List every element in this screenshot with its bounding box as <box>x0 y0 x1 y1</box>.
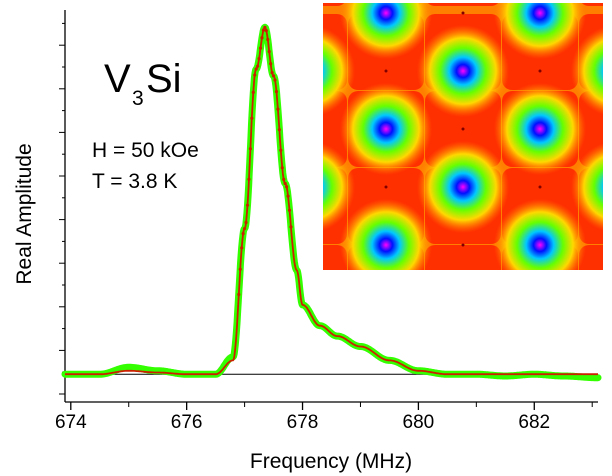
vortex-core <box>494 3 586 59</box>
fit-point <box>244 220 248 225</box>
vortex-core <box>494 83 586 175</box>
axes: 674 676 678 680 682 <box>55 10 598 433</box>
vortex-core <box>417 141 509 233</box>
vortex-core <box>417 25 509 117</box>
inset-square <box>323 3 345 6</box>
fit-point <box>273 78 277 82</box>
fit-point <box>247 177 251 181</box>
fit-point <box>258 46 263 50</box>
x-tick-label: 678 <box>287 412 319 433</box>
series-group <box>61 23 602 382</box>
fit-point <box>279 148 283 152</box>
fit-point <box>271 74 276 78</box>
x-axis-label: Frequency (MHz) <box>250 450 412 473</box>
inset-center-dot <box>538 185 542 189</box>
x-tick-label: 680 <box>403 412 435 433</box>
inset-center-dot <box>384 69 388 73</box>
fit-point <box>276 107 280 111</box>
fit-point <box>264 28 268 33</box>
inset-center-dot <box>461 127 465 131</box>
fit-series-line <box>65 26 598 376</box>
fit-point <box>250 116 254 120</box>
x-tick-label: 676 <box>171 412 203 433</box>
inset-square <box>425 245 501 270</box>
inset-center-dot <box>461 11 465 15</box>
inset-center-dot <box>538 69 542 73</box>
inset-center-dot <box>461 243 465 247</box>
vortex-core <box>571 27 603 115</box>
fit-point <box>260 36 264 40</box>
fit-point <box>253 73 257 77</box>
fit-point <box>282 177 286 181</box>
fit-point <box>254 67 258 71</box>
inset-center-dot <box>308 12 311 15</box>
compound-label-main: V <box>104 57 131 101</box>
inset-center-dot <box>308 128 311 131</box>
fit-point <box>285 185 289 189</box>
fit-point <box>270 71 274 75</box>
vortex-core <box>340 83 432 175</box>
vortex-core <box>494 199 586 270</box>
fit-point <box>266 37 270 42</box>
x-tick-label: 674 <box>55 412 87 433</box>
y-ticks <box>59 22 65 395</box>
fit-point <box>283 181 287 186</box>
fit-point <box>242 226 247 231</box>
fit-point <box>267 50 271 54</box>
compound-label-subscript: 3 <box>132 87 144 110</box>
compound-label-end: Si <box>146 57 182 101</box>
fit-point <box>251 90 255 94</box>
fit-point <box>248 147 252 151</box>
fit-point <box>280 166 284 170</box>
inset-heatmap <box>308 3 603 270</box>
fit-point <box>261 28 266 32</box>
fit-point <box>289 225 293 229</box>
fit-point <box>257 56 261 61</box>
x-tick-label: 682 <box>518 412 550 433</box>
inset-center-dot <box>308 244 311 247</box>
inset-square <box>581 3 603 6</box>
fit-point <box>277 128 281 132</box>
fit-point <box>274 90 279 94</box>
vortex-core <box>571 143 603 231</box>
field-annotation: H = 50 kOe <box>92 139 199 162</box>
fit-point <box>287 208 292 212</box>
fit-point <box>256 64 260 68</box>
fit-point <box>238 267 242 271</box>
y-axis-label: Real Amplitude <box>13 143 36 284</box>
temperature-annotation: T = 3.8 K <box>92 170 177 193</box>
fit-series-points <box>237 25 293 297</box>
x-ticks: 674 676 678 680 682 <box>55 402 593 433</box>
inset-center-dot <box>384 185 388 189</box>
fit-point <box>241 231 245 236</box>
vortex-core <box>323 27 355 115</box>
fit-point <box>263 25 267 29</box>
fit-point <box>245 203 250 207</box>
fit-point <box>286 194 290 198</box>
vortex-core <box>340 199 432 270</box>
fit-point <box>237 292 241 297</box>
vortex-core <box>340 3 432 59</box>
fit-point <box>240 246 244 250</box>
fit-point <box>269 62 273 66</box>
vortex-core <box>323 143 355 231</box>
compound-label: V 3 Si <box>104 57 182 110</box>
inset-square <box>427 3 499 6</box>
